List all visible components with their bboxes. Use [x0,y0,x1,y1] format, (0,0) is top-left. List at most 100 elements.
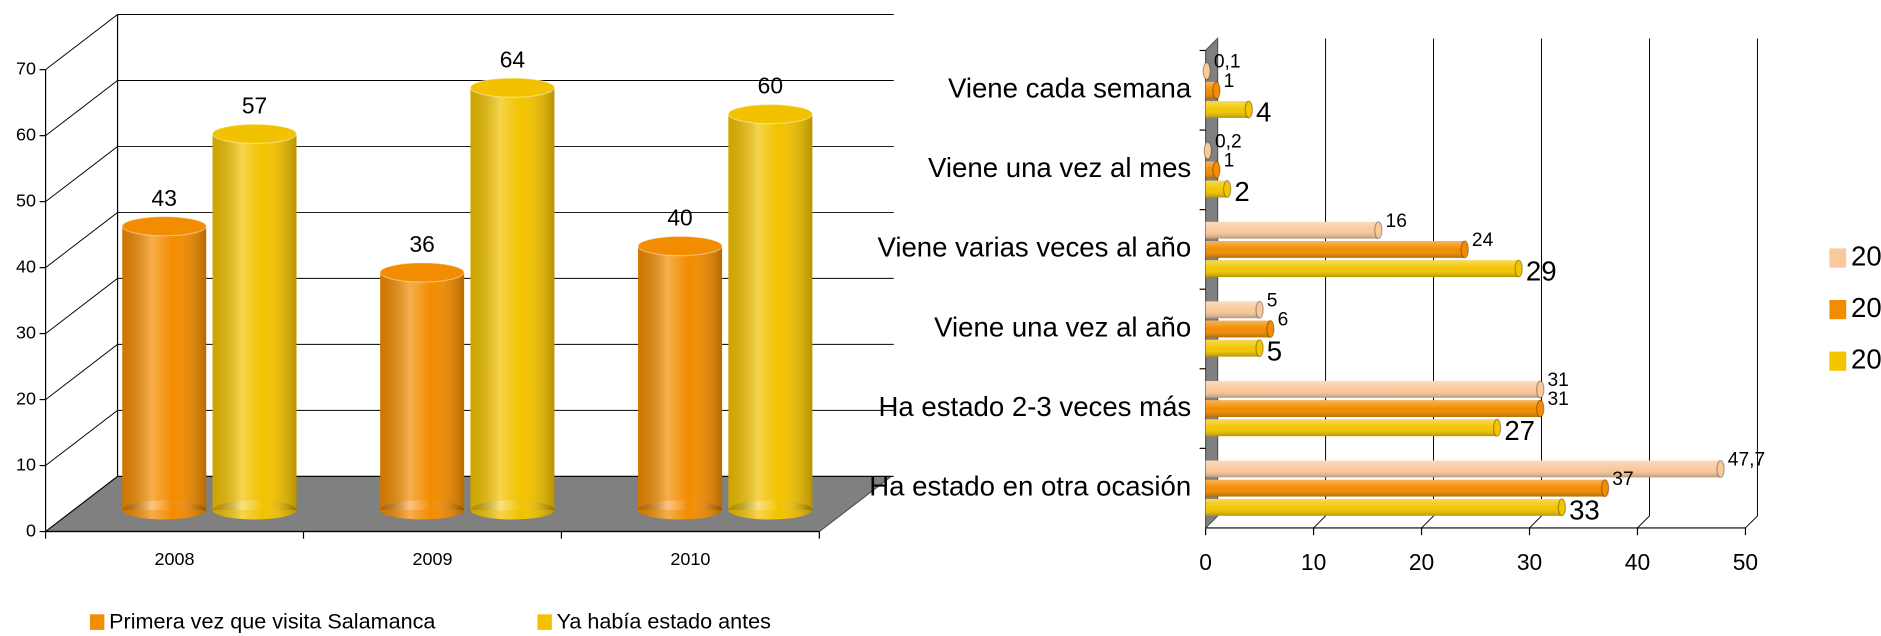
bar-shade [212,500,297,520]
y-tick-label: 40 [16,256,36,276]
x-tick-label: 50 [1733,549,1758,575]
bar-end [1536,399,1545,418]
bar-shade [1205,241,1465,258]
grid-line [1529,38,1542,529]
bar-end [1255,339,1264,358]
bar-shade [1205,81,1217,99]
grid-line [1421,38,1435,529]
grid-line [45,409,894,466]
data-label: 47,7 [1728,450,1765,471]
bar-end [1203,141,1212,160]
legend-swatch [537,614,552,630]
legend-label: Primera vez que visita Salamanca [109,608,435,633]
data-label: 4 [1256,97,1271,128]
grid-line [45,277,894,334]
data-label: 29 [1526,256,1557,287]
legend-label: 2008 [1851,240,1881,271]
data-label: 0,2 [1215,131,1242,152]
data-label: 0,1 [1214,52,1241,73]
data-label: 31 [1548,389,1569,410]
bar-shade [212,133,297,510]
y-tick-label: 60 [16,124,36,144]
bar-end [1536,380,1545,399]
bar-shade [1205,320,1271,338]
bar-shade [122,500,207,520]
bar-top [379,262,465,283]
bar-shade [1205,161,1217,179]
bar-shade [728,114,813,510]
data-label: 57 [242,92,267,118]
grid-line [45,79,894,137]
data-label: 5 [1267,335,1282,366]
y-tick-label: 0 [26,520,36,540]
data-label: 36 [409,231,434,257]
x-tick-label: 40 [1625,549,1650,575]
bar-top [121,216,207,237]
bar-shade [1205,260,1519,278]
bar-end [1266,319,1275,338]
bar-end [1212,81,1221,100]
grid-line [45,475,894,532]
bar-end [1255,300,1264,319]
bar-end [1557,498,1567,517]
grid-line [45,14,894,71]
y-tick-label: 10 [16,454,36,474]
bar-end [1492,418,1502,437]
bar-top [727,103,813,125]
data-label: 64 [500,46,525,72]
bar-shade [1205,479,1606,497]
bar-end [1460,240,1469,259]
bar-shade [1205,419,1498,437]
bar-shade [638,500,723,520]
grid-line [45,211,894,268]
data-label: 1 [1224,151,1235,172]
x-tick-label: 20 [1409,549,1434,575]
bar-shade [1205,380,1541,398]
bar-end [1202,62,1211,81]
legend-swatch [1829,248,1847,268]
data-label: 1 [1224,71,1235,92]
bar-top [637,235,723,257]
bar-shade [1205,221,1379,239]
bar-top [469,77,556,98]
data-label: 6 [1278,310,1289,331]
legend-swatch [1829,351,1847,371]
data-label: 27 [1504,415,1535,446]
legend-swatch [1829,300,1847,320]
legend-label: Ya había estado antes [557,608,772,633]
bar-shade [1205,301,1260,319]
y-tick-label: 20 [16,388,36,408]
data-label: 37 [1612,469,1633,490]
bar-shade [1205,498,1562,516]
bar-shade [638,246,723,510]
x-tick-label: 2008 [155,549,195,569]
x-tick-label: 2009 [412,549,452,569]
legend-swatch [89,614,105,630]
x-tick-label: 0 [1199,549,1212,575]
data-label: 5 [1267,290,1278,311]
bar-end [1716,459,1725,478]
grid-line [1313,38,1327,529]
bar-end [1223,180,1232,199]
y-tick-label: 70 [16,58,36,78]
bar-end [1514,259,1523,278]
y-tick-label: Viene una vez al año [934,311,1191,342]
grid-line [45,343,894,400]
bar-end [1212,160,1221,179]
y-tick-label: 30 [16,322,36,342]
y-tick-label: 50 [16,190,36,210]
bar-shade [1205,101,1249,118]
bar-shade [380,500,465,520]
bar-end [1374,221,1383,240]
data-label: 31 [1548,370,1569,391]
bar-shade [1205,460,1721,478]
y-tick-label: Viene una vez al mes [928,152,1191,183]
y-tick-label: Viene cada semana [948,73,1192,104]
bar-shade [1205,400,1541,417]
grid-line [1637,38,1650,529]
data-label: 24 [1472,230,1494,251]
bar-shade [728,500,813,520]
bar-shade [1205,180,1228,198]
